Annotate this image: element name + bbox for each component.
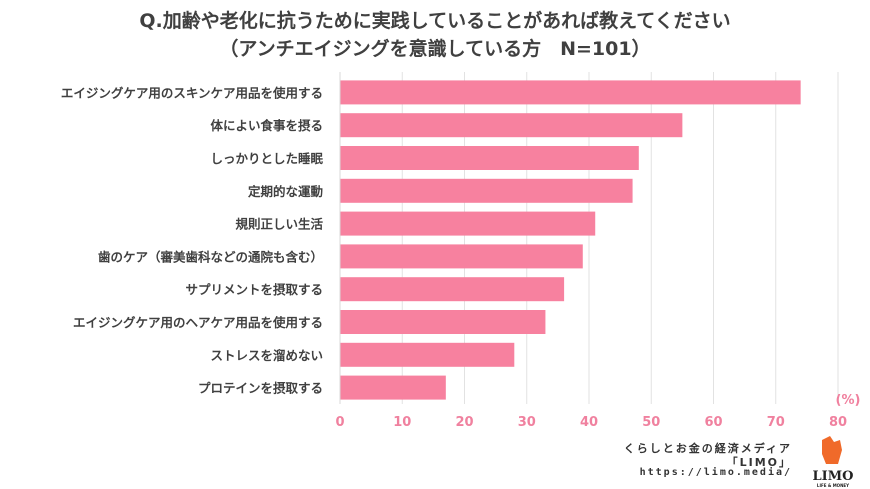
category-label: ストレスを溜めない xyxy=(210,348,323,363)
bar xyxy=(340,211,596,236)
bar xyxy=(340,146,639,170)
x-tick-label: 60 xyxy=(704,415,722,430)
chart-title-line2: （アンチエイジングを意識している方 N=101） xyxy=(219,38,651,60)
x-tick-label: 40 xyxy=(580,415,598,430)
logo-text: LIMO xyxy=(812,469,854,484)
chart-title-line1: Q.加齢や老化に抗うために実践していることがあれば教えてください xyxy=(139,10,731,32)
category-label: 歯のケア（審美歯科などの通院も含む） xyxy=(98,249,323,264)
category-label: サプリメントを摂取する xyxy=(185,282,323,297)
limo-logo: LIMO LIFE & MONEY xyxy=(808,436,858,488)
category-label: しっかりとした睡眠 xyxy=(210,151,323,166)
bar xyxy=(340,178,633,203)
x-tick-label: 0 xyxy=(335,415,344,430)
x-tick-label: 80 xyxy=(829,415,847,430)
footer-tagline: くらしとお金の経済メディア xyxy=(623,442,792,455)
category-label: エイジングケア用のヘアケア用品を使用する xyxy=(73,315,323,330)
category-label: 規則正しい生活 xyxy=(235,217,323,232)
x-tick-label: 30 xyxy=(518,415,536,430)
bar xyxy=(340,244,583,269)
x-unit-label: (%) xyxy=(836,393,861,408)
x-tick-label: 70 xyxy=(767,415,785,430)
footer-brand: 「LIMO」 xyxy=(726,456,792,469)
category-label: プロテインを摂取する xyxy=(198,381,323,396)
bar xyxy=(340,80,801,105)
x-tick-label: 10 xyxy=(393,415,411,430)
footer-url: https://limo.media/ xyxy=(639,467,792,478)
bar xyxy=(340,310,546,334)
limo-mascot-icon xyxy=(822,436,842,464)
bar xyxy=(340,277,565,302)
x-tick-label: 20 xyxy=(455,415,473,430)
category-label: 定期的な運動 xyxy=(247,184,323,199)
bar xyxy=(340,375,446,400)
logo-sub: LIFE & MONEY xyxy=(816,483,850,488)
bar xyxy=(340,113,683,138)
category-label: エイジングケア用のスキンケア用品を使用する xyxy=(61,85,323,100)
x-tick-label: 50 xyxy=(642,415,660,430)
bar xyxy=(340,342,515,367)
category-label: 体によい食事を摂る xyxy=(210,118,323,133)
